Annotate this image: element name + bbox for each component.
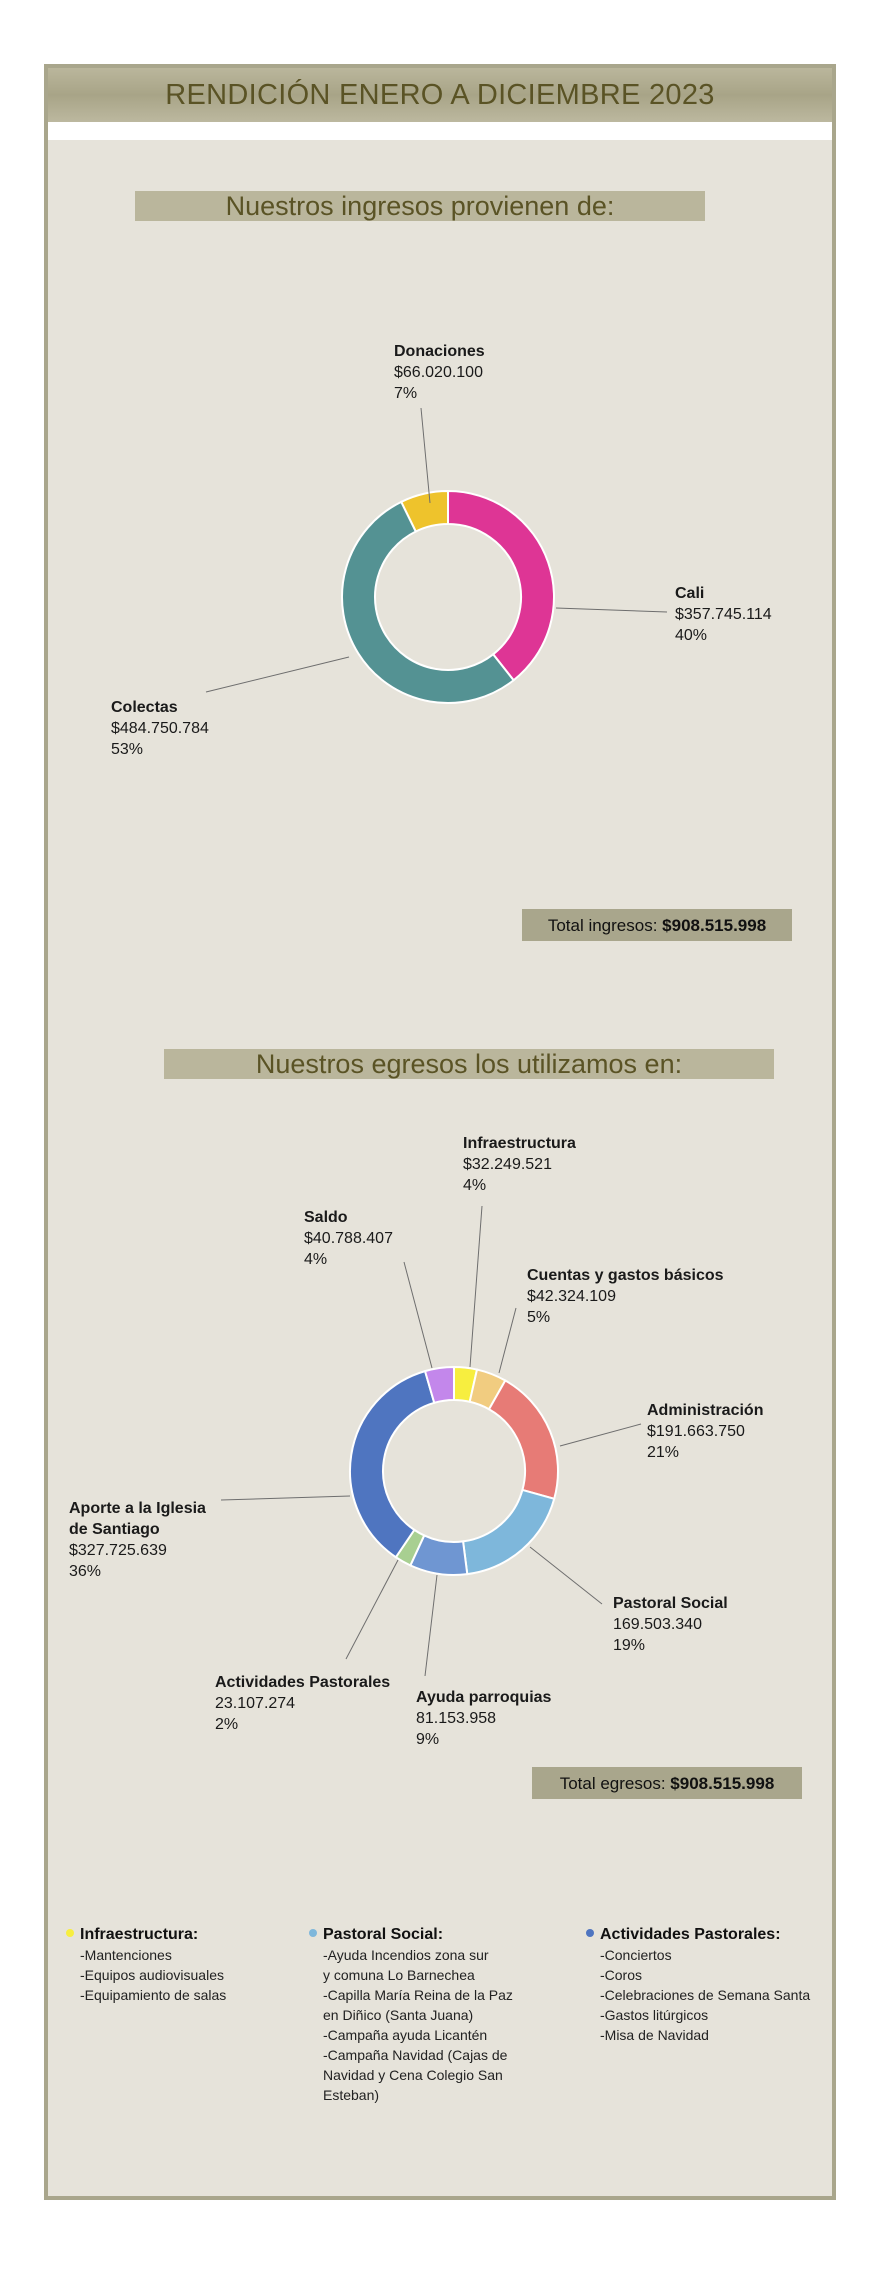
slice-label-percent: 36%: [69, 1563, 101, 1580]
donut-slice-1-3: [461, 1488, 556, 1576]
slice-label-value: $191.663.750: [647, 1423, 745, 1440]
donut-slice-0-2: [399, 489, 449, 533]
donut-slice-1-7: [423, 1365, 455, 1405]
slice-label-percent: 7%: [394, 385, 417, 402]
leader-line: [205, 656, 350, 693]
report-frame: RENDICIÓN ENERO A DICIEMBRE 2023: [44, 64, 836, 2200]
slice-label-name: Donaciones: [394, 343, 485, 360]
income-total-value: $908.515.998: [662, 916, 767, 935]
donut-slice-0-0: [447, 489, 555, 682]
slice-label-value: $42.324.109: [527, 1288, 616, 1305]
note-actividades-pastorales: Actividades Pastorales: -Conciertos -Coro…: [586, 1924, 846, 2045]
note-item: -Celebraciones de Semana Santa: [600, 1987, 811, 2003]
slice-label-percent: 2%: [215, 1716, 238, 1733]
note-title: Actividades Pastorales:: [600, 1926, 781, 1943]
slice-label-name: Infraestructura: [463, 1135, 576, 1152]
header-separator: [48, 122, 832, 140]
note-item: -Mantenciones: [80, 1947, 172, 1963]
note-item: -Equipos audiovisuales: [80, 1967, 224, 1983]
leader-line: [559, 1423, 642, 1447]
slice-label-percent: 21%: [647, 1444, 679, 1461]
donut-slice-1-6: [349, 1369, 436, 1559]
note-bullet-icon: [66, 1929, 74, 1937]
slice-label-percent: 5%: [527, 1309, 550, 1326]
slice-label-name: Cali: [675, 585, 704, 602]
slice-label-percent: 40%: [675, 627, 707, 644]
slice-label-value: $40.788.407: [304, 1230, 393, 1247]
slice-label-percent: 4%: [463, 1177, 486, 1194]
note-item: -Campaña ayuda Licantén: [323, 2027, 488, 2043]
slice-label-value: 23.107.274: [215, 1695, 295, 1712]
note-item: -Equipamiento de salas: [80, 1987, 227, 2003]
slice-label-value: 169.503.340: [613, 1616, 702, 1633]
slice-label-name: Saldo: [304, 1209, 348, 1226]
slice-label-value: $357.745.114: [675, 606, 772, 623]
note-bullet-icon: [309, 1929, 317, 1937]
income-total-box: Total ingresos: $908.515.998: [522, 909, 792, 941]
leader-line: [403, 1261, 433, 1369]
leader-line: [220, 1495, 351, 1501]
leader-line: [420, 407, 431, 504]
note-item: -Conciertos: [600, 1947, 672, 1963]
note-pastoral-social: Pastoral Social: -Ayuda Incendios zona s…: [309, 1924, 529, 2105]
leader-line: [469, 1205, 483, 1368]
slice-label-percent: 53%: [111, 741, 143, 758]
slice-label-value: $32.249.521: [463, 1156, 552, 1173]
slice-label-percent: 4%: [304, 1251, 327, 1268]
expenses-section-title: Nuestros egresos los utilizamos en:: [164, 1049, 774, 1079]
leader-line: [345, 1559, 399, 1660]
slice-label-name: Colectas: [111, 699, 178, 716]
leader-line: [424, 1574, 438, 1677]
note-item: -Gastos litúrgicos: [600, 2007, 709, 2023]
expenses-total-box: Total egresos: $908.515.998: [532, 1767, 802, 1799]
slice-label-value: $327.725.639: [69, 1542, 167, 1559]
slice-label-name: Aporte a la Iglesia: [69, 1500, 206, 1517]
donut-slice-1-2: [487, 1379, 559, 1501]
note-bullet-icon: [586, 1929, 594, 1937]
note-item: en Diñico (Santa Juana): [323, 2007, 474, 2023]
slice-label-percent: 9%: [416, 1731, 439, 1748]
note-item: Esteban): [323, 2087, 380, 2103]
note-item: y comuna Lo Barnechea: [323, 1967, 475, 1983]
report-title: RENDICIÓN ENERO A DICIEMBRE 2023: [165, 79, 715, 111]
income-section-title: Nuestros ingresos provienen de:: [135, 191, 705, 221]
slice-label-name: Administración: [647, 1402, 763, 1419]
note-item: -Campaña Navidad (Cajas de: [323, 2047, 508, 2063]
note-item: -Coros: [600, 1967, 643, 1983]
slice-label-value: $66.020.100: [394, 364, 483, 381]
expenses-total-value: $908.515.998: [670, 1774, 775, 1793]
slice-label-name: Cuentas y gastos básicos: [527, 1267, 724, 1284]
slice-label-name: de Santiago: [69, 1521, 160, 1538]
slice-label-name: Ayuda parroquias: [416, 1689, 552, 1706]
slice-label-name: Actividades Pastorales: [215, 1674, 390, 1691]
slice-label-value: 81.153.958: [416, 1710, 496, 1727]
expenses-total-label: Total egresos:: [559, 1774, 666, 1793]
slice-label-name: Pastoral Social: [613, 1595, 728, 1612]
note-title: Infraestructura:: [80, 1926, 199, 1943]
note-item: -Ayuda Incendios zona sur: [323, 1947, 489, 1963]
note-item: Navidad y Cena Colegio San: [323, 2067, 503, 2083]
leader-line: [555, 607, 668, 613]
slice-label-value: $484.750.784: [111, 720, 209, 737]
slice-label-percent: 19%: [613, 1637, 645, 1654]
income-total-label: Total ingresos:: [547, 916, 658, 935]
leader-line: [498, 1307, 517, 1374]
donut-slice-0-1: [341, 500, 516, 704]
report-header: RENDICIÓN ENERO A DICIEMBRE 2023: [48, 68, 832, 122]
note-item: -Capilla María Reina de la Paz: [323, 1987, 513, 2003]
leader-line: [529, 1546, 603, 1605]
note-title: Pastoral Social:: [323, 1926, 444, 1943]
note-infraestructura: Infraestructura: -Mantenciones -Equipos a…: [66, 1924, 286, 2005]
note-item: -Misa de Navidad: [600, 2027, 709, 2043]
